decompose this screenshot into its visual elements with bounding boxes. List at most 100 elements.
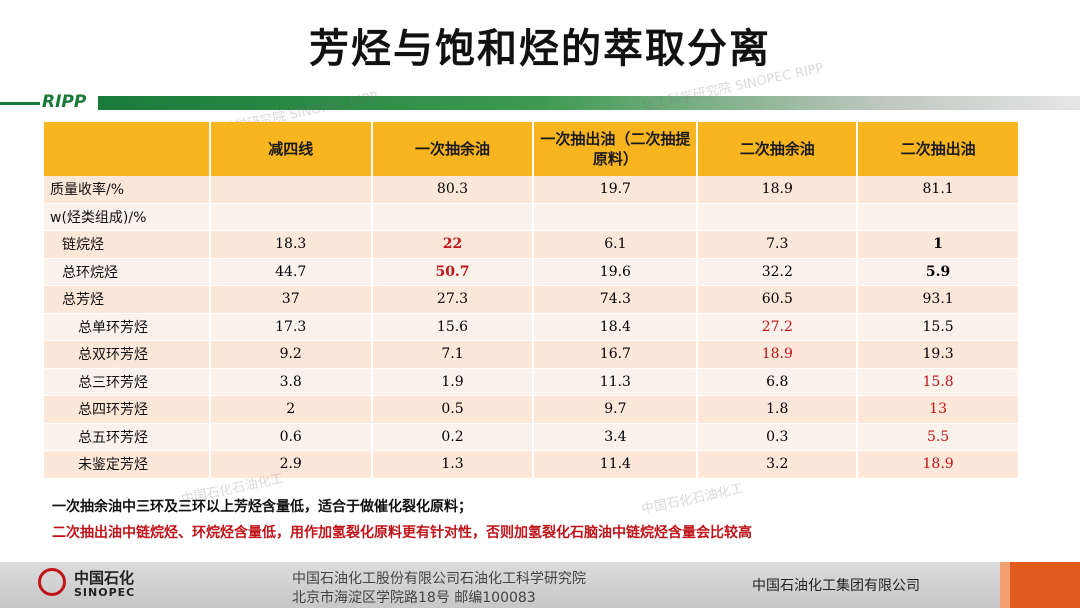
footer-group-name: 中国石油化工集团有限公司 [752,578,920,594]
table-cell: 80.3 [371,176,535,204]
footer-address-1: 中国石油化工股份有限公司石油化工科学研究院 [292,571,586,587]
table-cell: 27.3 [371,285,535,314]
row-label: 总芳烃 [44,285,211,314]
note-line-2: 二次抽出油中链烷烃、环烷烃含量低，用作加氢裂化原料更有针对性，否则加氢裂化石脑油… [52,525,752,541]
table-cell: 18.9 [697,340,859,369]
row-label: 总单环芳烃 [44,313,211,341]
table-cell: 0.2 [371,423,535,451]
table-cell: 60.5 [697,285,859,314]
table-cell: 22 [371,230,535,259]
table-cell: 44.7 [209,258,373,286]
table-cell: 1.9 [371,368,535,396]
table-cell: 5.5 [857,423,1020,451]
row-label: 未鉴定芳烃 [44,450,211,479]
table-cell: 2 [209,395,373,424]
table-cell: 7.1 [371,340,535,369]
table-cell: 15.5 [857,313,1020,341]
footer-accent-block [1010,562,1080,608]
column-header-text: 一次抽出油（二次抽提原料） [540,130,691,168]
table-row: 质量收率/% 80.3 19.7 18.9 81.1 [44,176,1020,204]
note-line-1: 一次抽余油中三环及三环以上芳烃含量低，适合于做催化裂化原料； [52,499,472,515]
data-table: 减四线 一次抽余油 一次抽出油（二次抽提原料） 二次抽余油 二次抽出油 质量收率… [44,122,1020,479]
footer-address-2: 北京市海淀区学院路18号 邮编100083 [292,590,536,606]
table-cell [209,176,373,204]
table-row: w(烃类组成)/% [44,203,1020,231]
table-cell: 81.1 [857,176,1020,204]
table-cell: 18.9 [697,176,859,204]
table-cell: 19.7 [533,176,699,204]
table-cell: 37 [209,285,373,314]
table-cell: 13 [857,395,1020,424]
table-cell: 18.9 [857,450,1020,479]
footer: 中国石化 SINOPEC 中国石油化工股份有限公司石油化工科学研究院 北京市海淀… [0,562,1080,608]
footer-accent-stripe [1000,562,1010,608]
table-cell: 3.2 [697,450,859,479]
row-label: 总五环芳烃 [44,423,211,451]
table-cell: 19.6 [533,258,699,286]
table-cell: 2.9 [209,450,373,479]
column-header: 减四线 [209,122,373,176]
table-row: 总单环芳烃 17.3 15.6 18.4 27.2 15.5 [44,313,1020,341]
header-gradient-bar [98,96,1080,110]
table-cell: 3.8 [209,368,373,396]
table-cell: 18.4 [533,313,699,341]
table-cell: 7.3 [697,230,859,259]
footer-logo-cn: 中国石化 [74,569,135,587]
header-line [0,102,40,105]
table-cell: 74.3 [533,285,699,314]
table-row: 链烷烃 18.3 22 6.1 7.3 1 [44,230,1020,259]
table-row: 总双环芳烃 9.2 7.1 16.7 18.9 19.3 [44,340,1020,369]
table-cell: 1.3 [371,450,535,479]
table-cell: 3.4 [533,423,699,451]
table-cell: 9.2 [209,340,373,369]
watermark-4: 中国石化石油化工 [639,481,745,518]
table-cell: 0.3 [697,423,859,451]
table-row: 总五环芳烃 0.6 0.2 3.4 0.3 5.5 [44,423,1020,451]
table-cell: 15.8 [857,368,1020,396]
row-label: 质量收率/% [44,176,211,204]
table-cell [857,203,1020,231]
table-cell: 18.3 [209,230,373,259]
table-row: 总芳烃 37 27.3 74.3 60.5 93.1 [44,285,1020,314]
page-title: 芳烃与饱和烃的萃取分离 [309,26,771,72]
column-header: 二次抽出油 [857,122,1020,176]
table-cell: 6.8 [697,368,859,396]
table-cell [209,203,373,231]
sinopec-logo-icon [38,568,66,596]
row-label: 链烷烃 [44,230,211,259]
column-header: 二次抽余油 [697,122,859,176]
table-cell: 50.7 [371,258,535,286]
table-cell: 19.3 [857,340,1020,369]
header-bar: RIPP [0,92,1080,114]
column-header: 一次抽余油 [371,122,535,176]
table-cell [533,203,699,231]
table-cell: 16.7 [533,340,699,369]
table-cell: 1.8 [697,395,859,424]
table-header-row: 减四线 一次抽余油 一次抽出油（二次抽提原料） 二次抽余油 二次抽出油 [44,122,1020,176]
table-row: 总三环芳烃 3.8 1.9 11.3 6.8 15.8 [44,368,1020,396]
table-cell: 0.5 [371,395,535,424]
column-header: 一次抽出油（二次抽提原料） [533,122,699,176]
row-label: 总环烷烃 [44,258,211,286]
table-cell: 17.3 [209,313,373,341]
row-label: 总四环芳烃 [44,395,211,424]
table-row: 总环烷烃 44.7 50.7 19.6 32.2 5.9 [44,258,1020,286]
row-label: 总双环芳烃 [44,340,211,369]
ripp-logo: RIPP [42,92,87,112]
column-header [44,122,211,176]
table-cell: 15.6 [371,313,535,341]
table-cell: 9.7 [533,395,699,424]
table-cell: 93.1 [857,285,1020,314]
row-label: w(烃类组成)/% [44,203,211,231]
table-cell [371,203,535,231]
table-row: 总四环芳烃 2 0.5 9.7 1.8 13 [44,395,1020,424]
table-cell: 1 [857,230,1020,259]
table-cell [697,203,859,231]
table-cell: 27.2 [697,313,859,341]
row-label: 总三环芳烃 [44,368,211,396]
table-cell: 0.6 [209,423,373,451]
table-row: 未鉴定芳烃 2.9 1.3 11.4 3.2 18.9 [44,450,1020,479]
table-cell: 11.4 [533,450,699,479]
table-cell: 11.3 [533,368,699,396]
table-cell: 32.2 [697,258,859,286]
